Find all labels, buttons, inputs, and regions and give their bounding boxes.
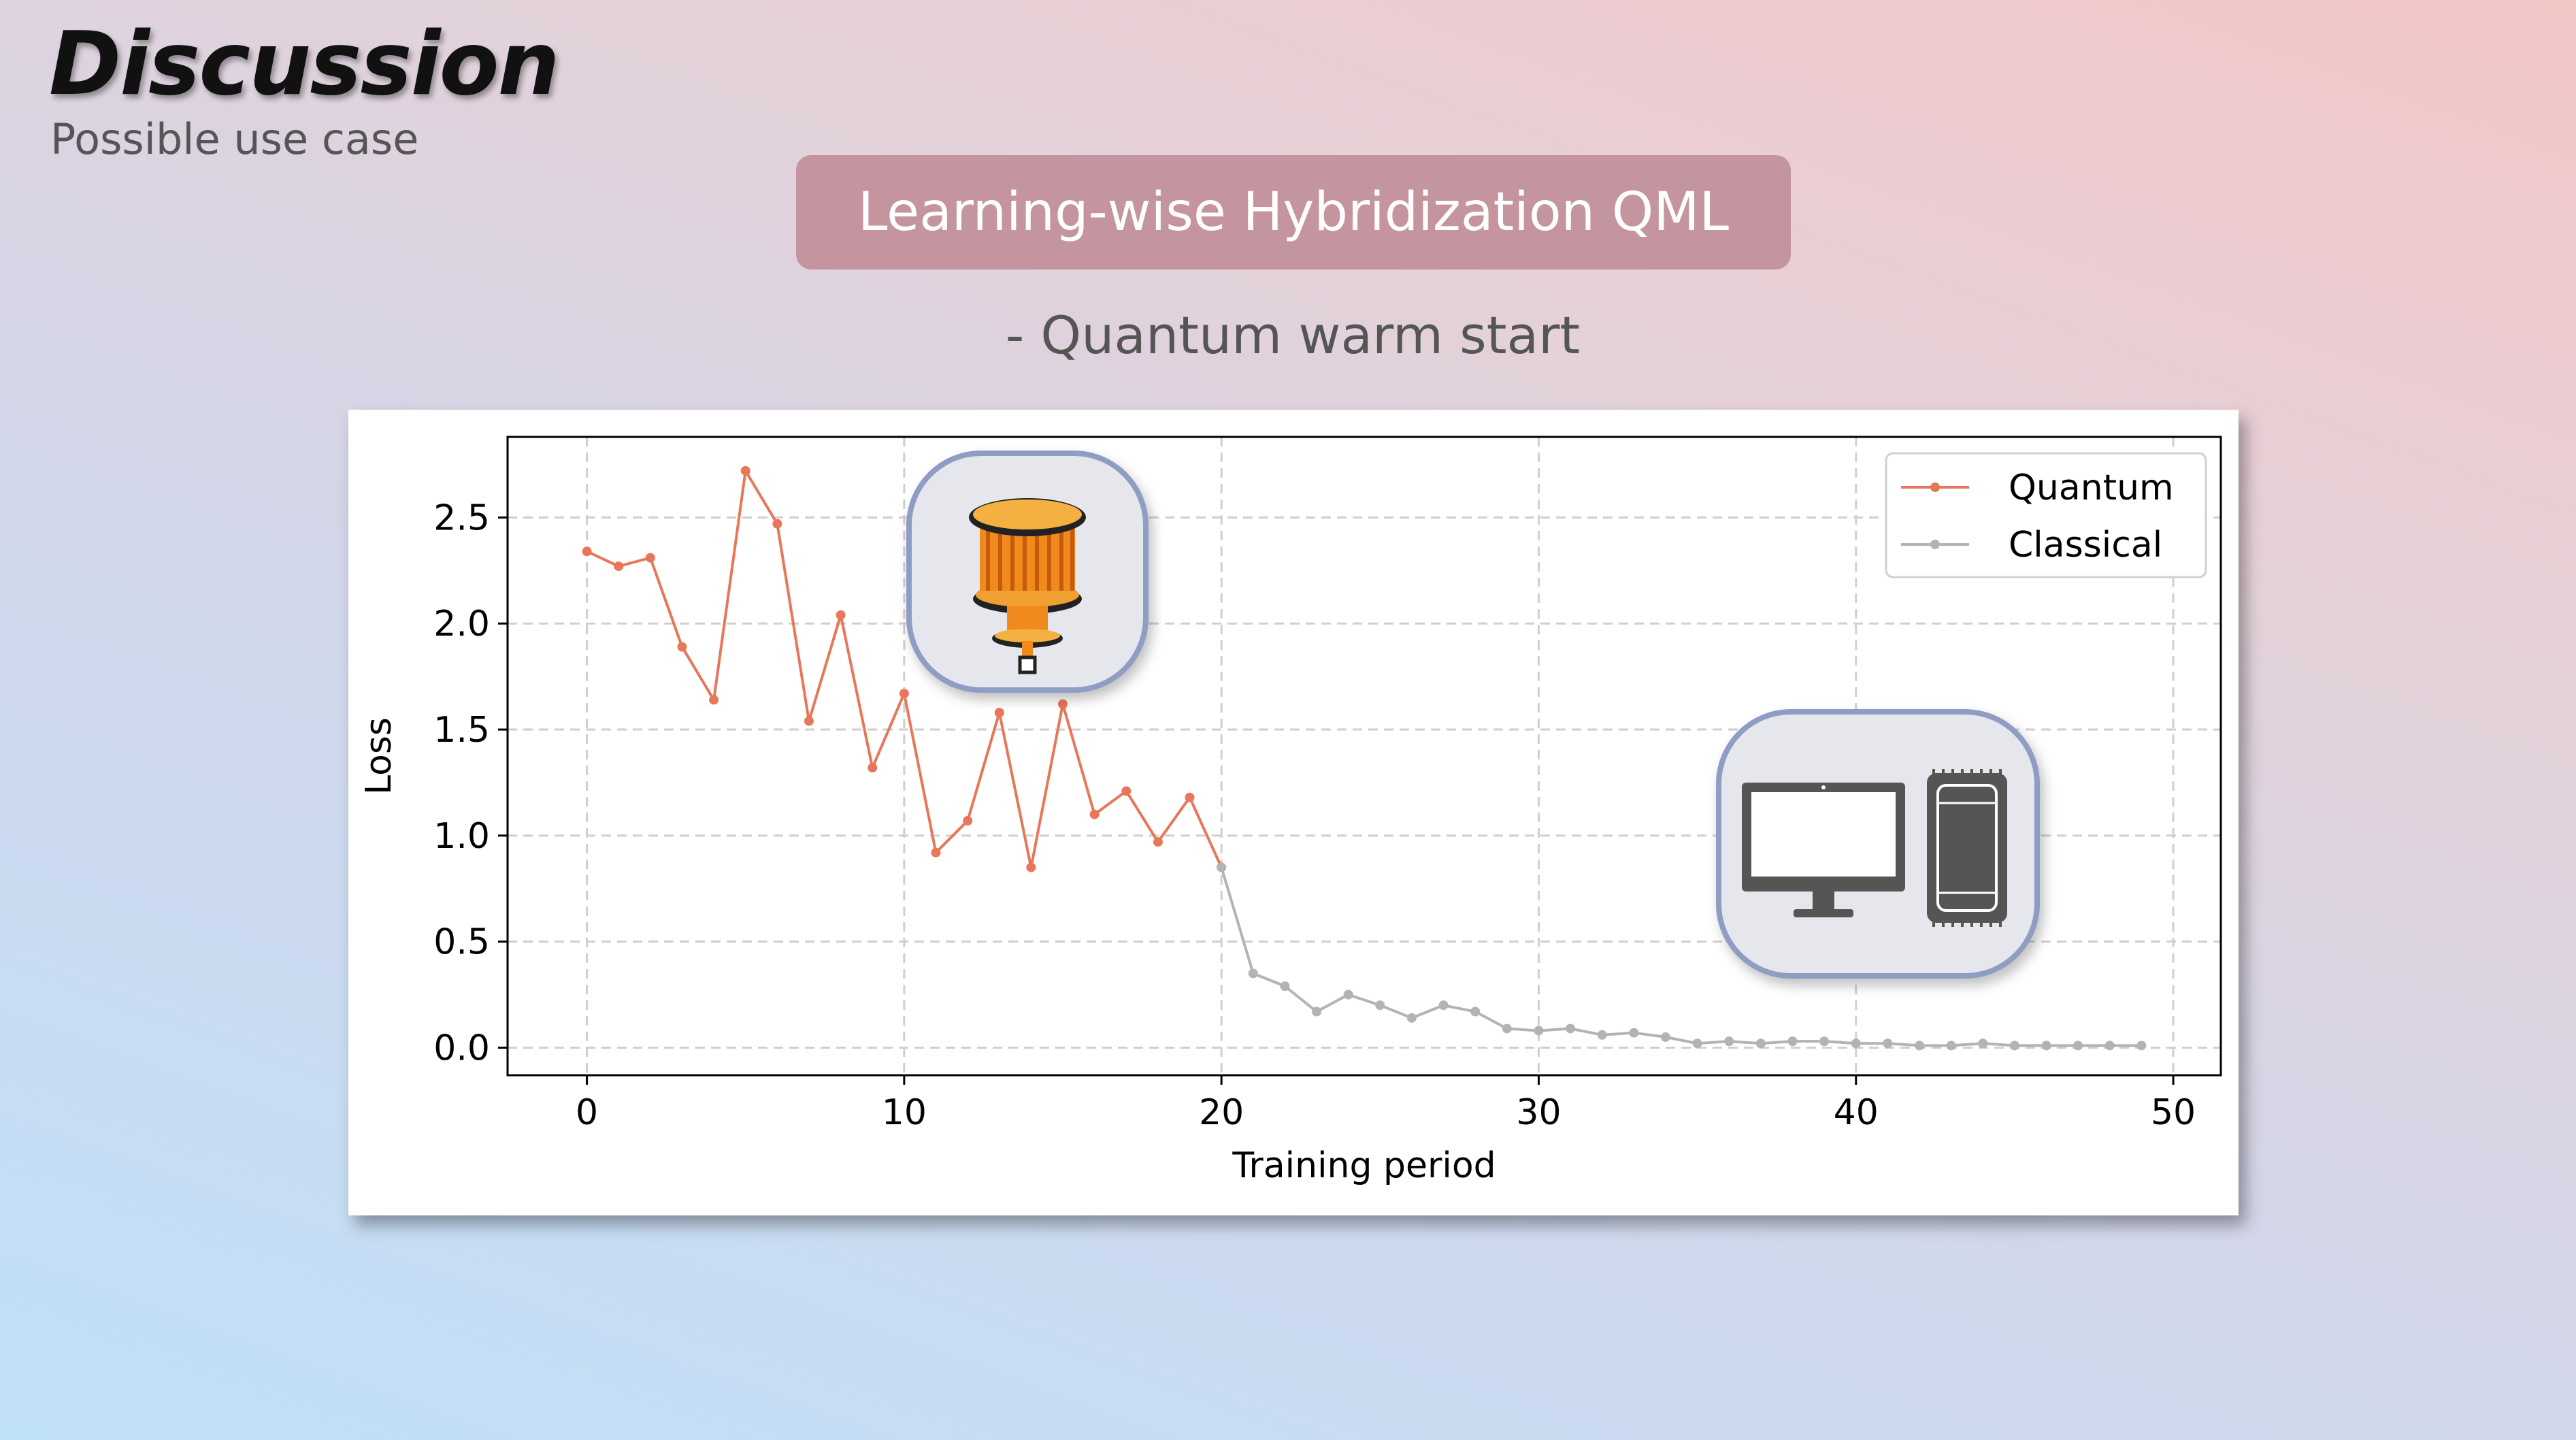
data-point [1692, 1038, 1702, 1049]
slide-title: Discussion [49, 14, 560, 115]
data-point [677, 642, 687, 652]
legend-marker [1930, 540, 1940, 549]
data-point [1280, 981, 1290, 992]
x-tick-label: 30 [1516, 1092, 1561, 1133]
data-point [1312, 1007, 1322, 1017]
data-point [931, 847, 941, 857]
axis-ticks: 0 10 20 30 40 50 0.0 0.5 1.0 1.5 2.0 2.5 [433, 497, 2196, 1133]
legend-box [1885, 452, 2207, 578]
data-point [1534, 1026, 1544, 1036]
y-tick-label: 2.0 [433, 604, 490, 644]
y-tick-label: 2.5 [433, 497, 490, 538]
data-point [1502, 1024, 1512, 1034]
data-point [1089, 809, 1100, 819]
chart-card: 0 10 20 30 40 50 0.0 0.5 1.0 1.5 2.0 2.5 Training p… [348, 410, 2239, 1215]
y-tick-label: 0.5 [433, 922, 490, 963]
data-point [772, 519, 782, 529]
data-point [1217, 862, 1227, 872]
data-point [1883, 1038, 1893, 1049]
slide-subtitle: Possible use case [50, 114, 419, 164]
x-tick-label: 40 [1834, 1092, 1879, 1133]
data-point [2136, 1041, 2147, 1051]
data-point [994, 708, 1004, 718]
x-tick-label: 10 [882, 1092, 927, 1133]
data-point [1026, 862, 1036, 872]
data-point [2009, 1041, 2019, 1051]
data-point [1438, 1000, 1449, 1011]
data-point [1629, 1028, 1639, 1038]
data-point [2041, 1041, 2051, 1051]
data-point [1566, 1024, 1576, 1034]
data-point [1978, 1038, 1988, 1049]
data-point [1121, 786, 1132, 796]
x-tick-label: 20 [1199, 1092, 1244, 1133]
data-point [1915, 1041, 1925, 1051]
y-tick-label: 1.5 [433, 710, 490, 751]
data-point [1185, 792, 1195, 802]
data-point [1660, 1032, 1670, 1042]
data-point [1724, 1036, 1734, 1047]
data-point [1851, 1038, 1861, 1049]
x-axis-label: Training period [1232, 1145, 1496, 1186]
y-axis-label: Loss [359, 717, 399, 795]
quantum-computer-icon [969, 498, 1086, 674]
data-point [709, 695, 719, 705]
classical-badge [1716, 709, 2040, 979]
y-tick-label: 0.0 [433, 1028, 490, 1068]
y-tick-label: 1.0 [433, 816, 490, 857]
data-point [614, 561, 624, 572]
x-tick-label: 0 [576, 1092, 598, 1133]
data-point [1153, 837, 1163, 847]
data-point [868, 763, 878, 773]
series-classical [1217, 862, 2147, 1051]
data-point [582, 546, 592, 557]
x-tick-label: 50 [2151, 1092, 2196, 1133]
series [582, 465, 2147, 1051]
data-point [1248, 968, 1258, 979]
data-point [1787, 1036, 1798, 1047]
data-point [1755, 1038, 1766, 1049]
data-point [899, 689, 909, 699]
data-point [1343, 989, 1353, 1000]
data-point [804, 716, 814, 726]
desktop-and-server-icon [1742, 769, 2007, 927]
data-point [963, 816, 973, 826]
data-point [1946, 1041, 1956, 1051]
banner: Learning-wise Hybridization QML [796, 155, 1791, 269]
plot-frame [506, 436, 2222, 1077]
data-point [2073, 1041, 2083, 1051]
data-point [836, 610, 846, 620]
legend-label: Classical [2009, 525, 2162, 566]
banner-label: Learning-wise Hybridization QML [858, 182, 1729, 243]
legend-label: Quantum [2009, 468, 2174, 508]
series-quantum [582, 465, 1227, 872]
data-point [1470, 1007, 1481, 1017]
data-point [1058, 699, 1068, 709]
data-point [645, 553, 655, 563]
legend: Quantum Classical [1885, 452, 2207, 578]
data-point [1406, 1013, 1417, 1023]
section-heading: - Quantum warm start [1005, 305, 1581, 365]
data-point [1819, 1036, 1830, 1047]
data-point [2104, 1041, 2115, 1051]
loss-chart: 0 10 20 30 40 50 0.0 0.5 1.0 1.5 2.0 2.5 Training p… [359, 436, 2222, 1186]
series-line [1220, 867, 2142, 1047]
data-point [1375, 1000, 1385, 1011]
quantum-badge [906, 451, 1149, 693]
legend-marker [1930, 482, 1940, 492]
data-point [1597, 1030, 1607, 1040]
data-point [740, 465, 750, 476]
